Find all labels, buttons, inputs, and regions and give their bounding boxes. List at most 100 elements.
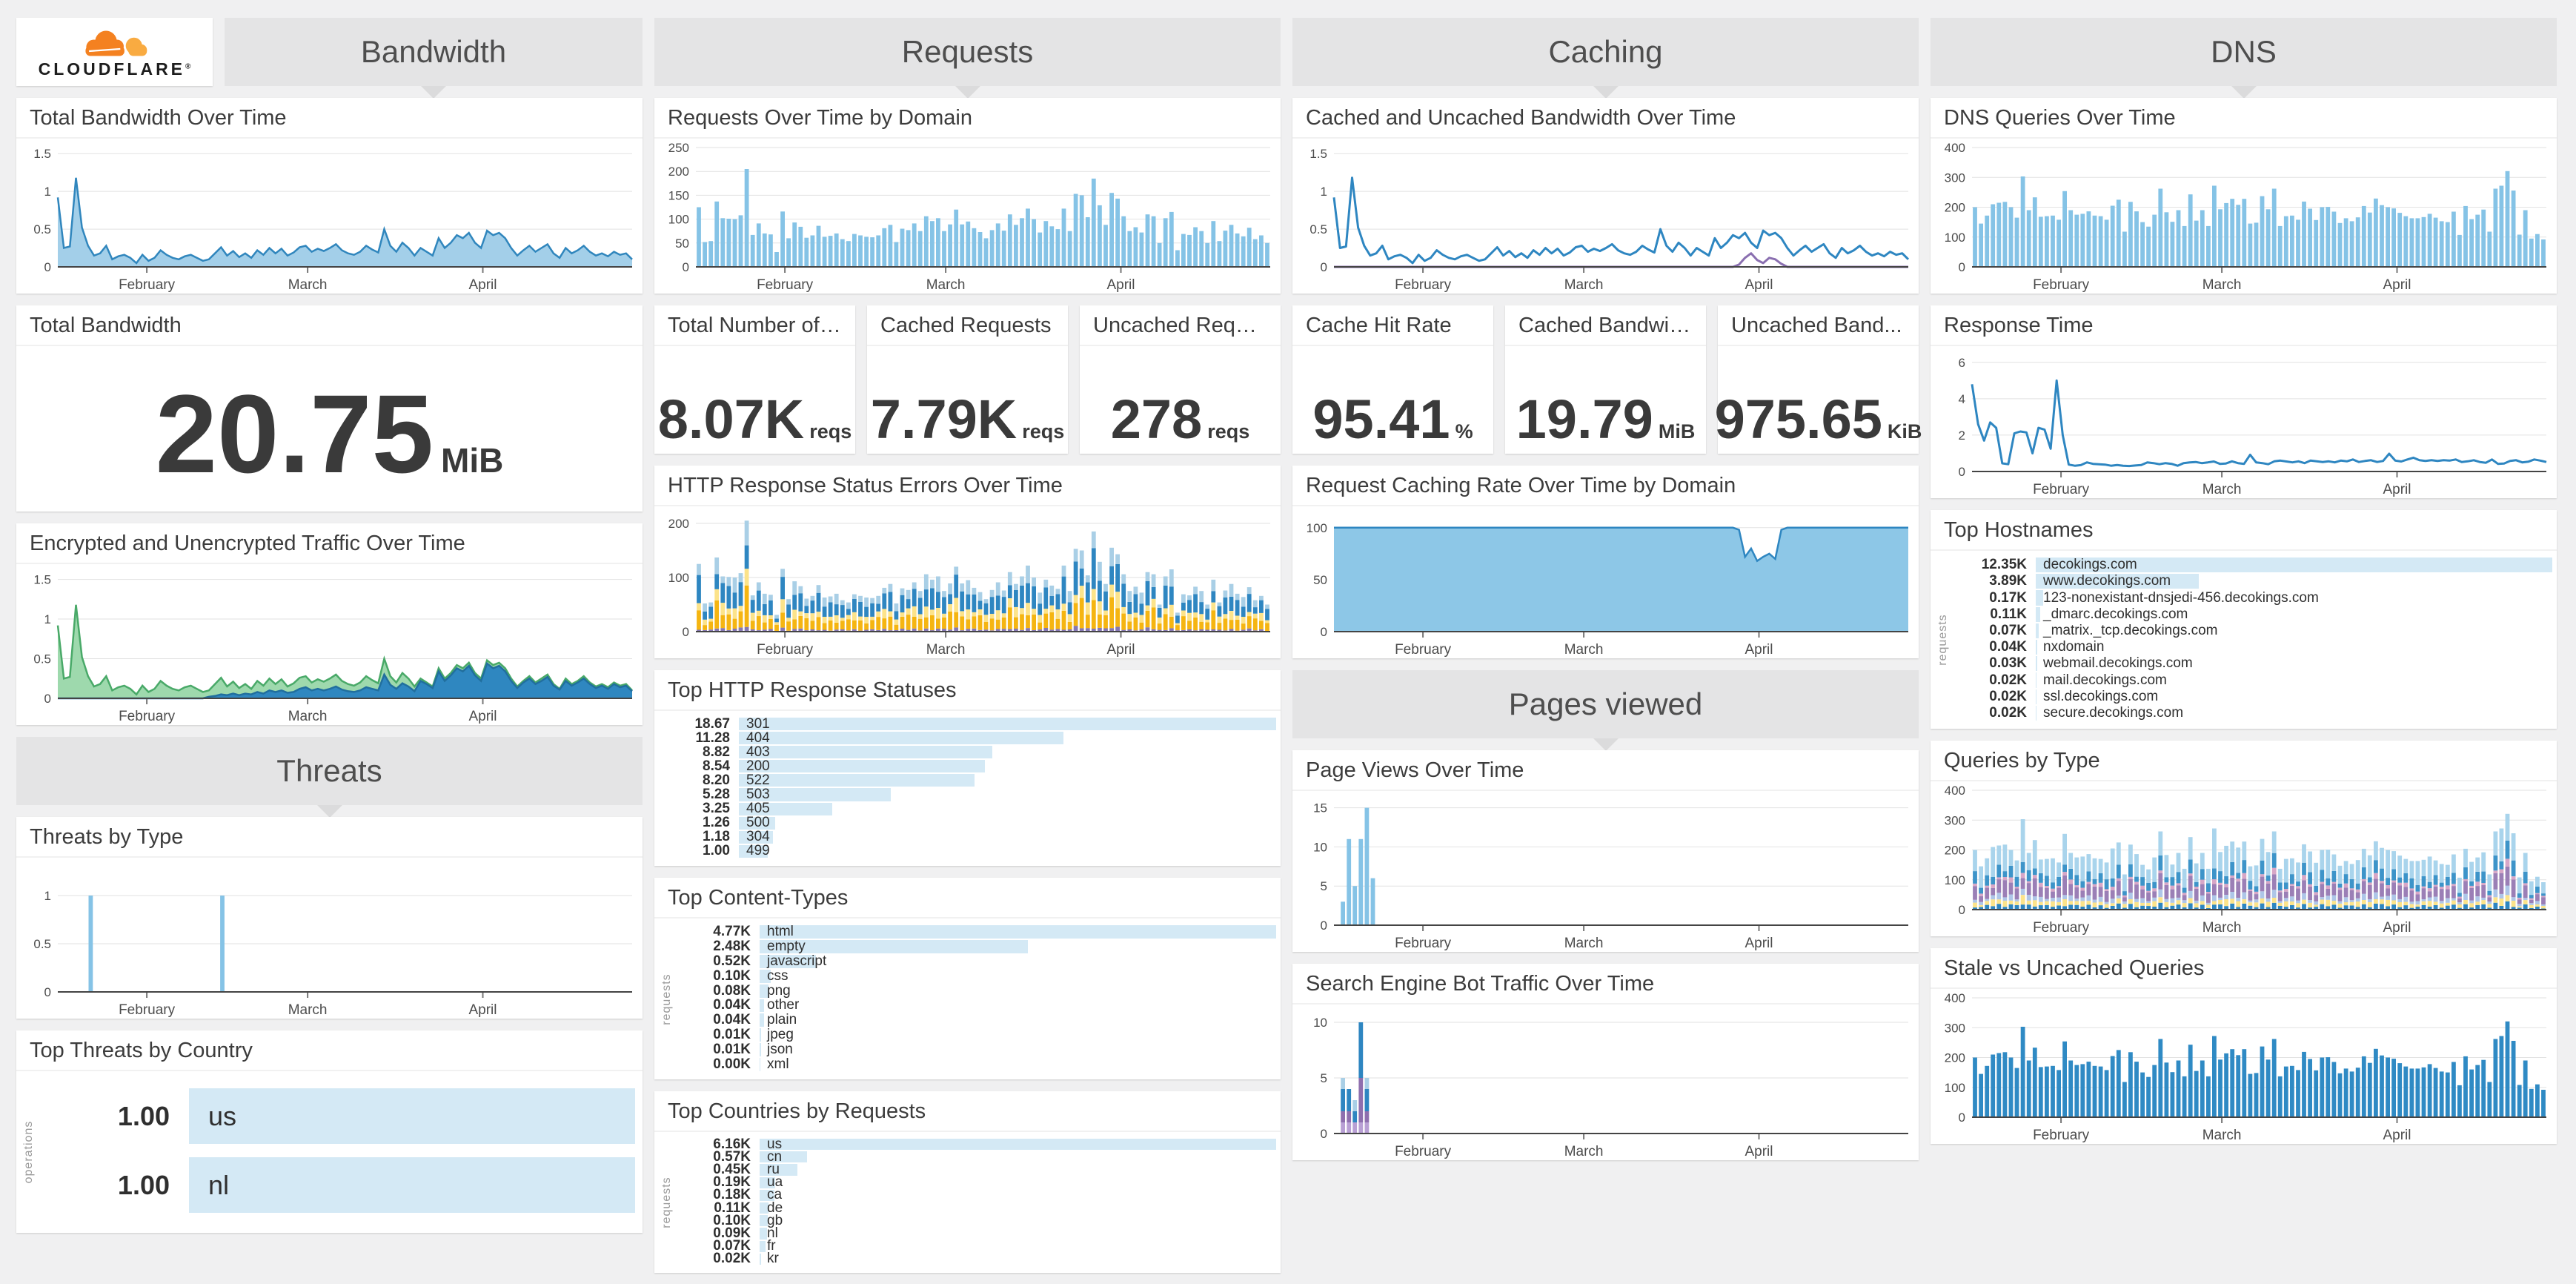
- card-title: Top Hostnames: [1931, 510, 2557, 551]
- item-bar: [739, 746, 993, 759]
- item-bar: [760, 1228, 768, 1240]
- svg-text:February: February: [2033, 1128, 2090, 1143]
- metric-value: 95.41: [1312, 388, 1450, 450]
- item-bar: [760, 1151, 808, 1163]
- item-label: us: [767, 1136, 783, 1152]
- card-total-bandwidth: Total Bandwidth 20.75 MiB: [16, 305, 643, 512]
- list-item: 0.02K ssl.decokings.com: [1962, 689, 2552, 705]
- list-item: 1.00 nl: [47, 1151, 635, 1220]
- item-bar: [739, 844, 768, 858]
- list-item: 0.19K ua: [686, 1174, 1276, 1191]
- card-dns-queries: DNS Queries Over Time 0 100 200 300 400 Febru…: [1931, 98, 2557, 294]
- item-value: 0.52K: [713, 953, 751, 969]
- card-cached-requests: Cached Requests 7.79K reqs: [867, 305, 1068, 454]
- item-bar: [189, 1088, 635, 1144]
- item-value: 5.28: [703, 787, 730, 803]
- list-item: 0.08K png: [686, 983, 1276, 999]
- card-title: Top Content-Types: [654, 878, 1281, 919]
- svg-text:April: April: [1106, 642, 1135, 658]
- card-stale-uncached-queries: Stale vs Uncached Queries 0 100 200 300 400 F…: [1931, 948, 2557, 1144]
- item-bar: [739, 774, 975, 787]
- list-item: 12.35K decokings.com: [1962, 557, 2552, 573]
- item-value: 0.10K: [713, 1212, 751, 1228]
- section-header-bandwidth: Bandwidth: [225, 18, 643, 99]
- item-value: 1.00: [117, 1100, 170, 1131]
- item-label: 123-nonexistant-dnsjedi-456.decokings.co…: [2043, 589, 2319, 606]
- item-value: 0.09K: [713, 1225, 751, 1242]
- svg-text:March: March: [1564, 1144, 1604, 1159]
- svg-text:April: April: [1745, 642, 1773, 658]
- cloudflare-cloud-icon: [84, 30, 147, 56]
- encrypted-traffic-area-chart: 0 0.5 1 1.5 February March April: [33, 573, 633, 724]
- list-item: 0.11K de: [686, 1200, 1276, 1216]
- list-item: 0.10K css: [686, 968, 1276, 984]
- item-bar: [739, 732, 1064, 745]
- svg-text:0: 0: [44, 692, 51, 706]
- item-label: 522: [746, 772, 770, 788]
- card-title: Search Engine Bot Traffic Over Time: [1292, 964, 1919, 1005]
- list-item: 11.28 404: [665, 730, 1276, 746]
- item-value: 0.17K: [1989, 589, 2027, 606]
- svg-text:March: March: [2202, 1128, 2242, 1143]
- svg-text:0: 0: [44, 260, 51, 274]
- list-item: 0.07K fr: [686, 1238, 1276, 1254]
- svg-text:1.5: 1.5: [33, 147, 51, 161]
- svg-text:100: 100: [1307, 521, 1327, 535]
- item-label: www.decokings.com: [2043, 573, 2171, 589]
- item-value: 6.16K: [713, 1136, 751, 1152]
- svg-text:March: March: [1564, 277, 1604, 293]
- item-value: 0.02K: [713, 1251, 751, 1267]
- svg-text:March: March: [1564, 936, 1604, 951]
- column-caching: Caching Cached and Uncached Bandwidth Ov…: [1292, 18, 1922, 1273]
- card-cached-uncached-bandwidth: Cached and Uncached Bandwidth Over Time …: [1292, 98, 1919, 294]
- item-label: 503: [746, 787, 770, 803]
- list-item: 4.77K html: [686, 924, 1276, 939]
- list-item: 8.82 403: [665, 744, 1276, 760]
- metric-value: 278: [1110, 388, 1203, 450]
- item-value: 0.07K: [1989, 622, 2027, 638]
- card-queries-by-type: Queries by Type 0 100 200 300 400 February Mar…: [1931, 741, 2557, 936]
- svg-text:0: 0: [1959, 1111, 1965, 1125]
- svg-text:4: 4: [1959, 392, 1965, 406]
- dns-queries-bar-chart: 0 100 200 300 400 February March April: [1945, 141, 2546, 293]
- item-bar: [760, 1139, 1276, 1151]
- card-title: Page Views Over Time: [1292, 750, 1919, 791]
- svg-text:February: February: [119, 277, 176, 293]
- top-http-statuses-list: 18.67 301 11.28 404 8.82 403 8.54 200 8.20 522 5.2…: [654, 711, 1281, 866]
- svg-text:1.5: 1.5: [33, 573, 51, 587]
- item-bar: [760, 984, 769, 998]
- svg-text:0: 0: [1321, 625, 1327, 639]
- svg-text:0: 0: [1321, 919, 1327, 933]
- item-label: ua: [767, 1174, 783, 1191]
- list-item: 0.57K cn: [686, 1148, 1276, 1165]
- item-value: 0.19K: [713, 1174, 751, 1191]
- list-item: 0.10K gb: [686, 1212, 1276, 1228]
- metric-value: 7.79K: [870, 388, 1018, 450]
- item-bar: [760, 1043, 761, 1057]
- metric-value: 975.65: [1714, 388, 1882, 450]
- item-label: nxdomain: [2043, 639, 2105, 655]
- bandwidth-header-row: CLOUDFLARE® Bandwidth: [16, 18, 643, 99]
- svg-text:March: March: [926, 277, 966, 293]
- item-label: 200: [746, 758, 770, 774]
- requests-over-time-bar-chart: 0 50 100 150 200 250 February March April: [668, 141, 1270, 293]
- item-value: 0.04K: [713, 1012, 751, 1028]
- card-top-content-types: Top Content-Types requests 4.77K html 2.48…: [654, 878, 1281, 1079]
- item-label: 301: [746, 715, 770, 732]
- metric-value: 20.75: [155, 371, 434, 496]
- item-label: ca: [767, 1187, 783, 1203]
- item-bar: [2036, 606, 2041, 622]
- metric-unit: KiB: [1887, 420, 1922, 443]
- item-label: cn: [767, 1148, 783, 1165]
- card-cache-hit-rate: Cache Hit Rate 95.41%: [1292, 305, 1493, 454]
- item-label: webmail.decokings.com: [2043, 655, 2193, 672]
- list-item: 1.00 499: [665, 843, 1276, 858]
- card-title: HTTP Response Status Errors Over Time: [654, 466, 1281, 506]
- svg-text:1.5: 1.5: [1309, 147, 1327, 161]
- item-label: _dmarc.decokings.com: [2043, 606, 2188, 622]
- y-axis-label: operations: [22, 1120, 35, 1184]
- metric-value: 8.07K: [657, 388, 805, 450]
- card-title: Response Time: [1931, 305, 2557, 346]
- item-value: 1.18: [703, 829, 730, 845]
- card-title: DNS Queries Over Time: [1931, 98, 2557, 139]
